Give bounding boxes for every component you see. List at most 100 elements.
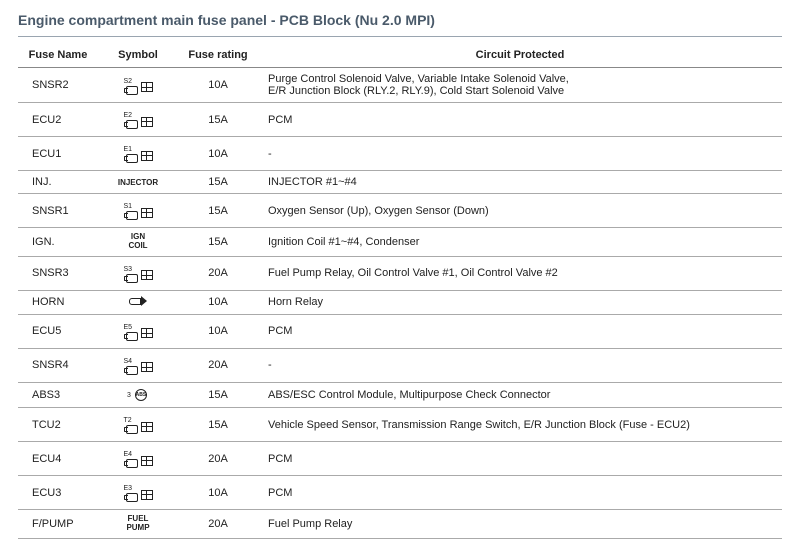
- box-icon: [141, 270, 153, 280]
- table-row: ECU4 E4 20A PCM: [18, 442, 782, 476]
- box-icon: [141, 151, 153, 161]
- cell-symbol: IGNCOIL: [98, 228, 178, 257]
- cell-circuit: Horn Relay: [258, 290, 782, 314]
- engine-icon: [124, 210, 140, 220]
- cell-circuit: -: [258, 348, 782, 382]
- engine-icon: [124, 119, 140, 129]
- cell-rating: 10A: [178, 476, 258, 510]
- table-header-row: Fuse Name Symbol Fuse rating Circuit Pro…: [18, 43, 782, 68]
- cell-symbol: [98, 290, 178, 314]
- box-icon: [141, 208, 153, 218]
- cell-rating: 20A: [178, 348, 258, 382]
- cell-symbol: E5: [98, 314, 178, 348]
- box-icon: [141, 456, 153, 466]
- table-row: INJ. INJECTOR 15A INJECTOR #1~#4: [18, 171, 782, 194]
- cell-circuit: INJECTOR #1~#4: [258, 171, 782, 194]
- cell-circuit: PCM: [258, 314, 782, 348]
- cell-symbol: E4: [98, 442, 178, 476]
- symbol-icon: E2: [124, 112, 153, 131]
- cell-circuit: PCM: [258, 476, 782, 510]
- table-row: F/PUMP FUELPUMP 20A Fuel Pump Relay: [18, 510, 782, 539]
- symbol-tag: S1: [124, 203, 140, 210]
- symbol-tag: 3: [127, 392, 131, 399]
- title-divider: [18, 36, 782, 37]
- cell-fuse-name: F/PUMP: [18, 510, 98, 539]
- header-fuse-name: Fuse Name: [18, 43, 98, 68]
- cell-rating: 15A: [178, 408, 258, 442]
- symbol-icon: 3 ABS: [127, 388, 149, 402]
- table-row: ABS3 3 ABS 15A ABS/ESC Control Module, M…: [18, 382, 782, 408]
- symbol-tag: S4: [124, 358, 140, 365]
- cell-fuse-name: SNSR3: [18, 256, 98, 290]
- symbol-tag: E5: [124, 324, 140, 331]
- symbol-tag: T2: [124, 417, 140, 424]
- cell-rating: 15A: [178, 194, 258, 228]
- table-row: ECU1 E1 10A -: [18, 137, 782, 171]
- cell-rating: 10A: [178, 314, 258, 348]
- symbol-text: IGNCOIL: [128, 233, 147, 251]
- cell-circuit: Purge Control Solenoid Valve, Variable I…: [258, 68, 782, 103]
- symbol-text: INJECTOR: [118, 179, 158, 188]
- cell-rating: 15A: [178, 228, 258, 257]
- engine-icon: [124, 85, 140, 95]
- cell-fuse-name: SNSR4: [18, 348, 98, 382]
- symbol-tag: S3: [124, 266, 140, 273]
- table-row: ECU5 E5 10A PCM: [18, 314, 782, 348]
- engine-icon: [124, 458, 140, 468]
- cell-rating: 15A: [178, 103, 258, 137]
- cell-symbol: FUELPUMP: [98, 510, 178, 539]
- table-row: HORN 10A Horn Relay: [18, 290, 782, 314]
- cell-rating: 15A: [178, 171, 258, 194]
- cell-circuit: ABS/ESC Control Module, Multipurpose Che…: [258, 382, 782, 408]
- symbol-icon: S4: [124, 358, 153, 377]
- symbol-tag: S2: [124, 78, 140, 85]
- cell-circuit: PCM: [258, 442, 782, 476]
- cell-symbol: S1: [98, 194, 178, 228]
- cell-rating: 20A: [178, 256, 258, 290]
- symbol-tag: E1: [124, 146, 140, 153]
- engine-icon: [124, 331, 140, 341]
- table-row: SNSR1 S1 15A Oxygen Sensor (Up), Oxygen …: [18, 194, 782, 228]
- cell-symbol: S4: [98, 348, 178, 382]
- cell-circuit: -: [258, 137, 782, 171]
- cell-rating: 15A: [178, 382, 258, 408]
- engine-icon: [124, 153, 140, 163]
- cell-circuit: PCM: [258, 103, 782, 137]
- box-icon: [141, 422, 153, 432]
- cell-circuit: Fuel Pump Relay: [258, 510, 782, 539]
- symbol-text: FUELPUMP: [126, 515, 149, 533]
- table-row: ECU3 E3 10A PCM: [18, 476, 782, 510]
- header-circuit: Circuit Protected: [258, 43, 782, 68]
- cell-circuit: Ignition Coil #1~#4, Condenser: [258, 228, 782, 257]
- symbol-icon: E3: [124, 485, 153, 504]
- table-row: SNSR3 S3 20A Fuel Pump Relay, Oil Contro…: [18, 256, 782, 290]
- symbol-icon: S2: [124, 78, 153, 97]
- cell-fuse-name: ECU5: [18, 314, 98, 348]
- symbol-icon: S3: [124, 266, 153, 285]
- table-row: ECU2 E2 15A PCM: [18, 103, 782, 137]
- engine-icon: [124, 424, 140, 434]
- table-body: SNSR2 S2 10A Purge Control Solenoid Valv…: [18, 68, 782, 539]
- abs-icon: ABS: [133, 388, 149, 402]
- page-title: Engine compartment main fuse panel - PCB…: [18, 12, 782, 28]
- cell-symbol: INJECTOR: [98, 171, 178, 194]
- cell-fuse-name: ABS3: [18, 382, 98, 408]
- symbol-icon: T2: [124, 417, 153, 436]
- symbol-icon: E5: [124, 324, 153, 343]
- cell-rating: 10A: [178, 68, 258, 103]
- table-row: SNSR4 S4 20A -: [18, 348, 782, 382]
- cell-rating: 10A: [178, 290, 258, 314]
- cell-symbol: 3 ABS: [98, 382, 178, 408]
- engine-icon: [124, 273, 140, 283]
- cell-circuit: Fuel Pump Relay, Oil Control Valve #1, O…: [258, 256, 782, 290]
- cell-fuse-name: HORN: [18, 290, 98, 314]
- cell-fuse-name: ECU4: [18, 442, 98, 476]
- cell-symbol: S2: [98, 68, 178, 103]
- table-row: TCU2 T2 15A Vehicle Speed Sensor, Transm…: [18, 408, 782, 442]
- engine-icon: [124, 365, 140, 375]
- cell-rating: 10A: [178, 137, 258, 171]
- cell-fuse-name: IGN.: [18, 228, 98, 257]
- horn-icon: [129, 296, 147, 306]
- cell-fuse-name: ECU2: [18, 103, 98, 137]
- box-icon: [141, 117, 153, 127]
